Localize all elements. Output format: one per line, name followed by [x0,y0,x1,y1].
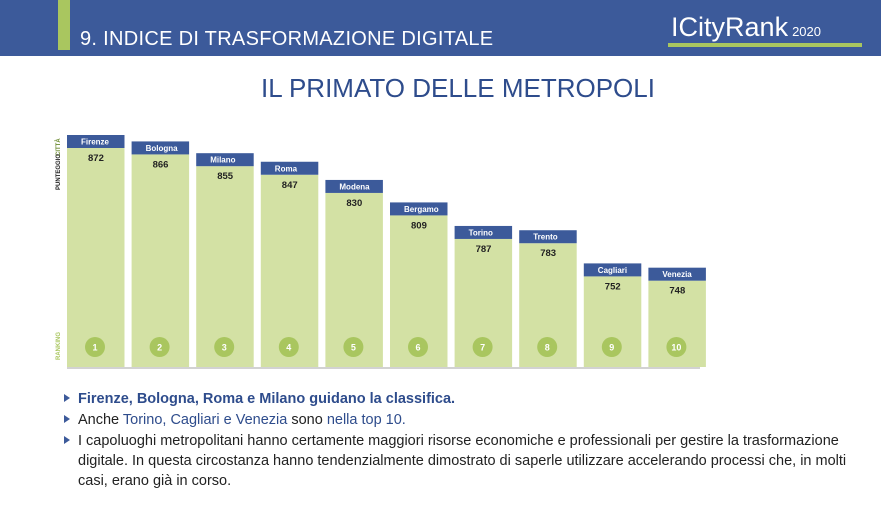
rank-circle [214,337,235,357]
rank-number: 2 [157,343,162,353]
rank-number: 3 [222,343,227,353]
axis-label-score: PUNTEGGIO [56,154,62,190]
value-label: 752 [605,281,621,292]
rank-circle [149,337,170,357]
value-label: 830 [346,198,362,209]
bullet-text: sono [287,412,327,428]
city-label: Cagliari [598,266,627,275]
rank-circle [472,337,493,357]
rank-number: 7 [480,343,485,353]
rank-number: 6 [415,343,420,353]
bar-label-bg [519,230,577,244]
brand-underline [668,43,862,47]
brand-logo: ICityRank 2020 [671,12,821,43]
brand-year: 2020 [792,24,821,39]
axis-label-ranking: RANKING [56,332,62,360]
value-label: 872 [88,153,104,164]
city-label: Torino [469,228,493,237]
bullet-text: Anche [78,412,123,428]
rank-number: 8 [545,343,550,353]
value-label: 809 [411,220,427,231]
section-title: 9. INDICE DI TRASFORMAZIONE DIGITALE [80,28,494,50]
value-label: 783 [540,248,556,259]
bar-roma [260,174,319,367]
bar-label-bg [131,141,190,155]
value-label: 866 [153,159,169,170]
rank-circle [408,337,428,357]
city-label: Roma [275,164,298,173]
bar-label-bg [454,225,513,239]
value-label: 855 [217,171,234,182]
bullet-item: Firenze, Bologna, Roma e Milano guidano … [62,389,862,409]
rank-number: 1 [92,343,97,353]
brand-name: ICityRank [671,12,789,42]
city-label: Milano [210,156,235,165]
city-label: Bologna [146,144,179,153]
rank-number: 4 [286,343,291,353]
bar-bologna [131,154,190,367]
bar-label-bg [260,161,319,175]
bullet-item: Anche Torino, Cagliari e Venezia sono ne… [62,410,862,430]
bullet-text: I capoluoghi metropolitani hanno certame… [78,433,847,489]
bullet-text: Torino, Cagliari e Venezia [122,412,288,428]
rank-circle [666,337,687,357]
value-label: 787 [476,244,492,255]
bar-firenze [67,148,125,367]
bar-label-bg [583,263,642,277]
rank-circle [85,337,105,357]
city-label: Venezia [662,270,692,279]
bullet-list: Firenze, Bologna, Roma e Milano guidano … [62,389,862,492]
city-label: Bergamo [404,205,439,214]
header-accent [58,0,70,50]
bar-label-bg [325,179,383,193]
bullet-item: I capoluoghi metropolitani hanno certame… [62,431,862,491]
rank-number: 9 [609,343,614,353]
value-label: 748 [669,286,685,297]
rank-number: 10 [671,343,681,353]
bar-chart: Firenze8721Bologna8662Milano8553Roma8474… [55,135,706,369]
page-title: IL PRIMATO DELLE METROPOLI [261,73,655,103]
bullet-text: nella top 10. [326,412,406,428]
bar-milano [196,166,254,367]
rank-number: 5 [351,343,356,353]
city-label: Trento [533,233,558,242]
axis-label-city: CITTÀ [55,138,62,156]
bar-label-bg [67,135,125,148]
rank-circle [537,337,558,357]
city-label: Modena [339,182,370,191]
bar-label-bg [648,267,706,281]
bullet-text: Firenze, Bologna, Roma e Milano guidano … [78,391,456,407]
bar-label-bg [390,202,448,216]
bar-label-bg [196,153,254,167]
value-label: 847 [282,180,298,191]
rank-circle [601,337,622,357]
rank-circle [278,337,299,357]
rank-circle [343,337,364,357]
city-label: Firenze [81,138,110,147]
